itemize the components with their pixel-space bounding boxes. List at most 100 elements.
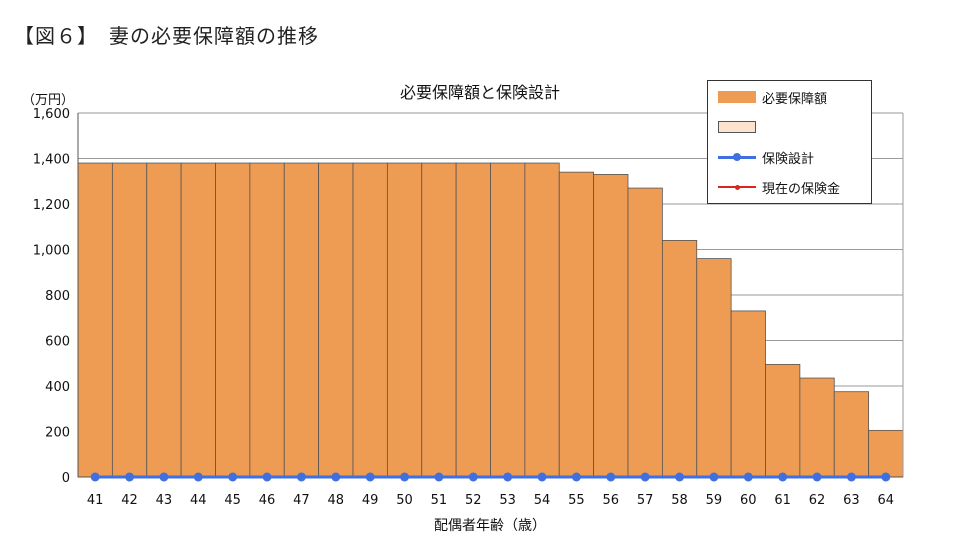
x-tick-label: 53 <box>499 493 516 508</box>
bar <box>146 162 182 478</box>
y-tick-label: 200 <box>45 426 70 441</box>
insurance-design-point <box>262 472 272 482</box>
bar <box>765 363 801 478</box>
insurance-design-point <box>193 472 203 482</box>
legend-item-empty <box>718 116 762 138</box>
bar <box>180 162 216 478</box>
x-tick-label: 48 <box>328 493 345 508</box>
y-tick-label: 1,400 <box>33 153 70 168</box>
x-tick-label: 58 <box>671 493 688 508</box>
x-tick-label: 63 <box>843 493 860 508</box>
insurance-design-point <box>640 472 650 482</box>
bar <box>833 391 870 478</box>
figure-title: 【図６】 妻の必要保障額の推移 <box>14 24 319 48</box>
insurance-design-point <box>537 472 547 482</box>
insurance-design-point <box>606 472 616 482</box>
bar <box>283 162 320 478</box>
bar <box>77 162 113 478</box>
bar <box>421 162 457 478</box>
x-tick-label: 52 <box>465 493 482 508</box>
legend: 必要保障額 保険設計 現在の保険金 <box>707 80 872 204</box>
bar <box>249 162 285 478</box>
x-tick-label: 55 <box>568 493 585 508</box>
bar <box>215 162 251 478</box>
x-tick-label: 49 <box>362 493 379 508</box>
x-tick-label: 45 <box>224 493 241 508</box>
y-tick-label: 400 <box>45 380 70 395</box>
insurance-design-point <box>743 472 753 482</box>
legend-swatch-current-line <box>718 181 756 193</box>
x-tick-label: 57 <box>637 493 654 508</box>
insurance-design-point <box>400 472 410 482</box>
bar <box>111 162 148 478</box>
bar <box>627 187 663 478</box>
bars <box>77 162 904 478</box>
y-unit-label: （万円） <box>22 93 74 108</box>
x-tick-label: 50 <box>396 493 413 508</box>
legend-item-insurance: 保険設計 <box>718 146 814 168</box>
legend-item-required: 必要保障額 <box>718 86 827 108</box>
bar <box>799 377 835 478</box>
bar <box>593 174 629 478</box>
insurance-design-point <box>125 472 135 482</box>
insurance-design-point <box>812 472 822 482</box>
legend-swatch-empty <box>718 121 756 133</box>
tick-labels: 0 200 400 600 800 1,000 1,200 1,400 1,600 41 42 43 4… <box>33 107 894 508</box>
legend-label: 現在の保険金 <box>762 181 841 197</box>
x-tick-label: 46 <box>259 493 276 508</box>
insurance-design-point <box>846 472 856 482</box>
chart-title: 必要保障額と保険設計 <box>400 83 560 102</box>
x-tick-label: 44 <box>190 493 207 508</box>
lines <box>90 472 891 482</box>
bar <box>490 162 526 478</box>
x-tick-label: 62 <box>809 493 826 508</box>
legend-swatch-bar <box>718 91 756 103</box>
x-tick-label: 54 <box>534 493 551 508</box>
x-tick-label: 60 <box>740 493 757 508</box>
x-axis-label: 配偶者年齢（歳） <box>434 518 546 534</box>
bar <box>352 162 388 478</box>
insurance-design-point <box>881 472 891 482</box>
bar <box>730 310 766 478</box>
insurance-design-point <box>365 472 375 482</box>
y-tick-label: 800 <box>45 289 70 304</box>
bar <box>696 258 732 478</box>
bar <box>524 162 560 478</box>
x-tick-label: 51 <box>431 493 448 508</box>
x-tick-label: 59 <box>706 493 723 508</box>
insurance-design-point <box>675 472 685 482</box>
x-tick-label: 56 <box>603 493 620 508</box>
insurance-design-point <box>296 472 306 482</box>
insurance-design-point <box>159 472 169 482</box>
x-tick-label: 41 <box>87 493 104 508</box>
legend-label: 保険設計 <box>762 151 815 167</box>
x-tick-label: 43 <box>156 493 173 508</box>
y-tick-label: 0 <box>62 471 70 486</box>
insurance-design-point <box>503 472 513 482</box>
x-tick-label: 64 <box>878 493 895 508</box>
insurance-design-point <box>434 472 444 482</box>
bar <box>455 162 491 478</box>
insurance-design-point <box>468 472 478 482</box>
y-tick-label: 1,000 <box>33 244 70 259</box>
x-tick-label: 42 <box>121 493 138 508</box>
x-tick-label: 47 <box>293 493 310 508</box>
bar <box>661 239 698 478</box>
insurance-design-point <box>709 472 719 482</box>
insurance-design-point <box>571 472 581 482</box>
insurance-design-point <box>228 472 238 482</box>
legend-label: 必要保障額 <box>762 91 828 107</box>
y-tick-label: 1,600 <box>33 107 70 122</box>
x-tick-label: 61 <box>774 493 791 508</box>
bar <box>386 162 423 478</box>
legend-swatch-insurance-line <box>718 151 756 163</box>
y-tick-label: 600 <box>45 335 70 350</box>
bar <box>558 171 595 478</box>
bar <box>318 162 354 478</box>
insurance-design-point <box>331 472 341 482</box>
y-tick-label: 1,200 <box>33 198 70 213</box>
bar <box>868 429 904 478</box>
insurance-design-point <box>90 472 100 482</box>
insurance-design-point <box>778 472 788 482</box>
